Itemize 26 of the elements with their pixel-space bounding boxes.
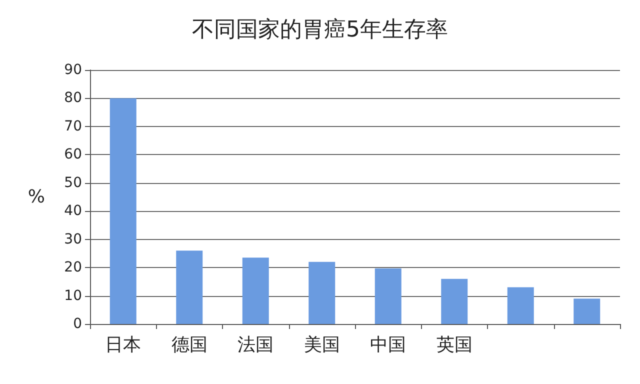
y-tick-label: 0 [73, 316, 82, 332]
bar [242, 258, 269, 324]
x-tick-label: 美国 [304, 334, 340, 356]
y-tick-label: 30 [64, 231, 82, 248]
y-tick-label: 80 [64, 90, 82, 106]
bar [308, 262, 336, 324]
y-tick-label: 90 [64, 62, 82, 78]
y-tick-label: 10 [64, 288, 82, 304]
bar [507, 287, 534, 324]
bar [176, 250, 203, 324]
bar [574, 298, 600, 324]
y-tick-label: 40 [64, 203, 82, 220]
bar [110, 98, 136, 324]
y-tick-label: 50 [64, 174, 82, 191]
x-tick-label: 英国 [436, 334, 472, 356]
chart-title: 不同国家的胃癌5年生存率 [192, 18, 448, 42]
x-tick-label: 德国 [171, 334, 208, 356]
bar [374, 268, 402, 324]
y-tick-label: 20 [64, 260, 82, 276]
x-tick-label: 中国 [370, 334, 406, 356]
bar [441, 278, 468, 324]
y-tick-label: 60 [64, 146, 82, 163]
y-tick-label: 70 [64, 118, 82, 134]
x-tick-label: 日本 [105, 334, 142, 356]
x-tick-label: 法国 [238, 334, 274, 356]
y-axis-title: % [28, 186, 45, 208]
